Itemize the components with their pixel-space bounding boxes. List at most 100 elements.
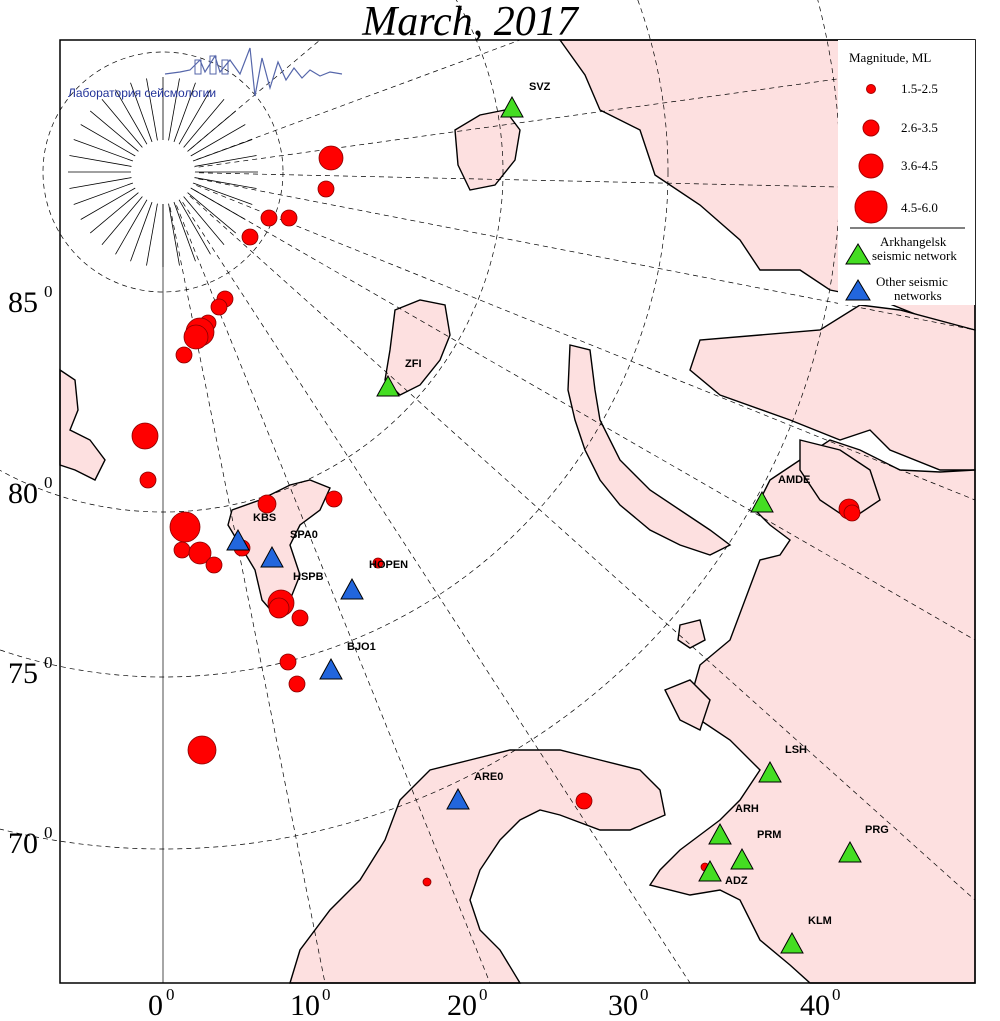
land-kanin (664, 679, 711, 731)
pole-ray (89, 110, 139, 152)
logo-seismogram (164, 47, 343, 97)
station-are0-icon (446, 787, 470, 810)
station-spa0-icon (260, 545, 284, 568)
land-franz-josef (384, 299, 451, 396)
lon-label-20: 20 (447, 989, 477, 1021)
station-zfi-label: ZFI (405, 358, 422, 370)
legend-symbol-3 (858, 153, 884, 179)
event-marker (241, 228, 259, 246)
land-kolguev (677, 619, 706, 649)
station-prm-label: PRM (757, 829, 781, 841)
lon-label-40: 40 (800, 989, 830, 1021)
pole-ray (187, 110, 237, 152)
event-marker (318, 145, 344, 171)
pole-ray (194, 155, 257, 167)
lon-deg-0: 0 (166, 985, 175, 1004)
pole-ray (190, 187, 246, 220)
pole-ray (101, 196, 143, 246)
lat-deg-85: 0 (44, 282, 53, 301)
meridian-10 (162, 171, 326, 984)
longitude-labels: 0 0 10 0 20 0 30 0 40 0 (148, 985, 841, 1021)
station-hopen-icon (340, 577, 364, 600)
station-svz-icon (500, 95, 524, 118)
pole-ray (192, 139, 253, 162)
event-marker (843, 504, 861, 522)
pole-ray (173, 201, 196, 262)
legend-class-4: 4.5-6.0 (901, 200, 938, 215)
land-severnaya-zemlya (454, 109, 521, 191)
legend-arkhangelsk-icon (845, 243, 871, 265)
meridian-40 (162, 171, 976, 901)
legend-class-3: 3.6-4.5 (901, 158, 938, 173)
station-arh-label: ARH (735, 803, 759, 815)
pole-ray (80, 124, 136, 157)
logo-text: Лаборатория сейсмологии (68, 86, 216, 100)
legend-symbol-2 (862, 119, 880, 137)
meridian-50 (162, 171, 976, 641)
event-marker (188, 541, 212, 565)
lab-logo: Лаборатория сейсмологии (68, 47, 343, 100)
stations-layer: SVZ ZFI AMDE LSH ARH PRM ADZ PRG KLM KBS SPA0 HSPB H… (226, 81, 889, 954)
station-bjo1-label: BJO1 (347, 641, 376, 653)
station-hopen-label: HOPEN (369, 559, 408, 571)
pole-ray (173, 82, 196, 143)
pole-rays (68, 77, 258, 267)
land-greenland (59, 368, 106, 481)
legend-other-2: networks (894, 288, 942, 303)
parallel-85 (42, 51, 284, 293)
station-hspb-label: HSPB (293, 571, 324, 583)
lon-deg-10: 0 (322, 985, 331, 1004)
lat-deg-70: 0 (44, 823, 53, 842)
event-marker (317, 180, 335, 198)
meridian-70 (162, 171, 976, 331)
station-bjo1-icon (319, 657, 343, 680)
legend-arkhangelsk-2: seismic network (872, 248, 957, 263)
event-marker (260, 209, 278, 227)
station-prm-icon (730, 847, 754, 870)
lat-label-80: 80 (8, 477, 38, 510)
event-marker (210, 298, 228, 316)
logo-building (209, 55, 217, 75)
pole-ray (168, 203, 180, 266)
lon-deg-20: 0 (479, 985, 488, 1004)
lon-label-10: 10 (290, 989, 320, 1021)
pole-ray (73, 139, 134, 162)
station-amde-label: AMDE (778, 474, 810, 486)
event-marker (268, 597, 290, 619)
north-pole (131, 140, 195, 204)
station-prg-icon (838, 840, 862, 863)
pole-ray (80, 187, 136, 220)
event-marker (187, 735, 217, 765)
station-amde-icon (750, 490, 774, 513)
station-are0-label: ARE0 (474, 771, 503, 783)
pole-ray (115, 89, 148, 145)
station-arh-icon (708, 822, 732, 845)
pole-ray (183, 196, 225, 246)
event-marker (372, 557, 384, 569)
lat-deg-75: 0 (44, 653, 53, 672)
logo-building (221, 59, 229, 75)
meridian-30 (162, 171, 691, 984)
pole-ray (178, 89, 211, 145)
land-yamal (799, 439, 881, 521)
map-frame (59, 39, 976, 984)
pole-ray (130, 201, 153, 262)
event-marker (575, 792, 593, 810)
legend-heading: Magnitude, ML (849, 50, 931, 65)
event-marker (175, 346, 193, 364)
pole-ray (146, 78, 158, 141)
pole-ray (69, 177, 132, 189)
meridian-90 (162, 59, 976, 173)
station-klm-icon (780, 931, 804, 954)
station-klm-label: KLM (808, 915, 832, 927)
pole-ray (115, 199, 148, 255)
pole-ray (130, 82, 153, 143)
event-marker (325, 490, 343, 508)
latitude-labels: 85 0 80 0 75 0 70 0 (8, 282, 53, 860)
legend-other-icon (845, 279, 871, 301)
map-title: March, 2017 (362, 0, 578, 45)
event-marker (291, 609, 309, 627)
land-novaya-zemlya (567, 344, 732, 556)
station-adz-label: ADZ (725, 875, 748, 887)
